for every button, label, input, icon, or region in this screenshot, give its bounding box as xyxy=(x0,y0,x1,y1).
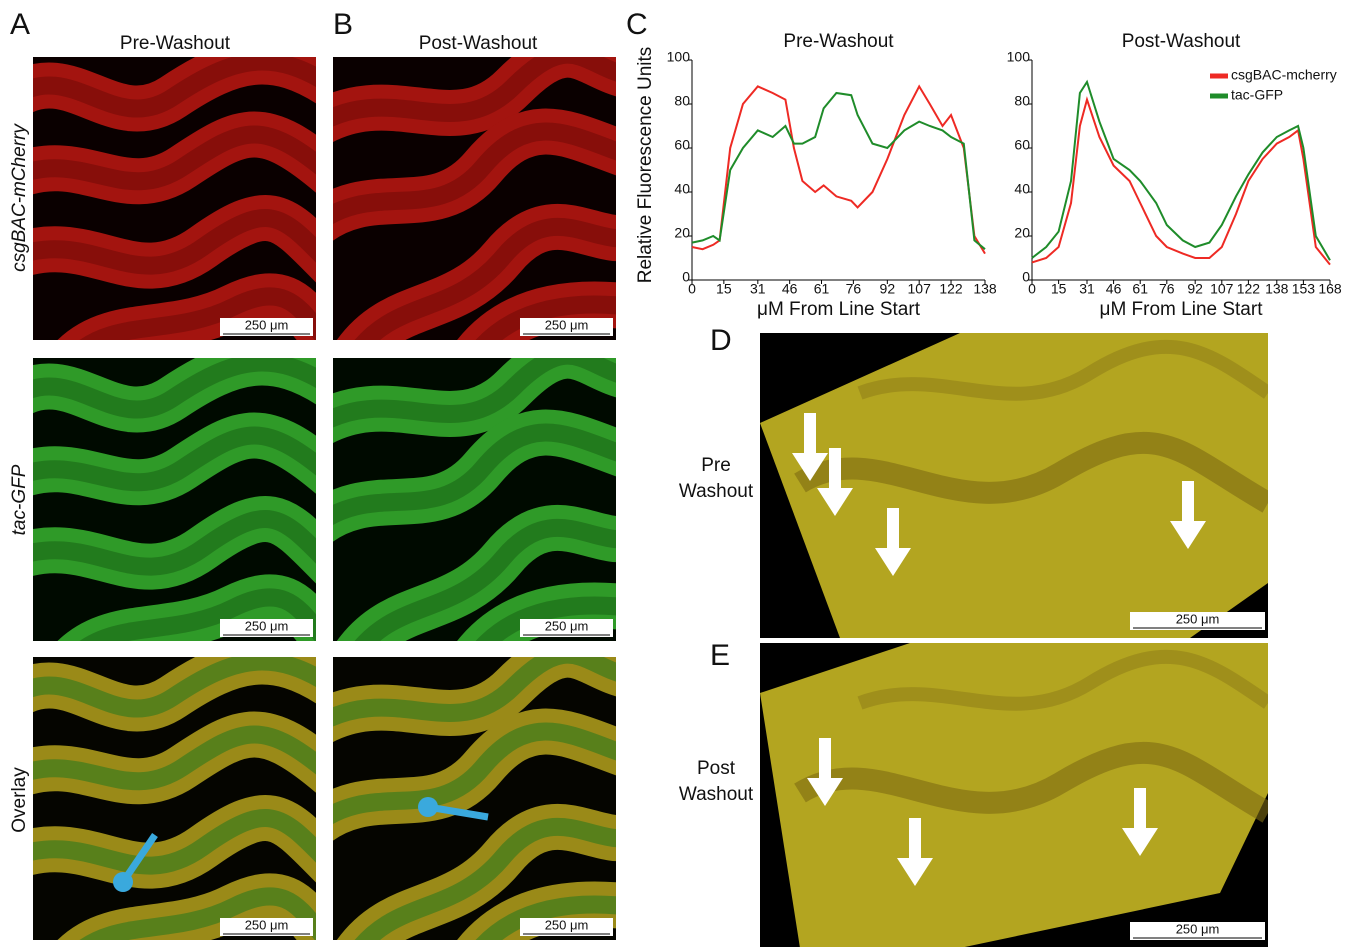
scale-bar-label: 250 μm xyxy=(1176,921,1220,936)
y-tick-label: 20 xyxy=(1014,225,1030,241)
micrograph-content xyxy=(313,655,633,947)
column-title: Post-Washout xyxy=(419,33,538,54)
chart-title: Pre-Washout xyxy=(783,31,894,52)
side-label: Post xyxy=(697,758,736,779)
x-tick-label: 92 xyxy=(880,281,896,297)
y-axis-label: Relative Fluorescence Units xyxy=(635,47,656,284)
y-tick-label: 100 xyxy=(667,49,691,65)
x-tick-label: 153 xyxy=(1292,281,1316,297)
panel-label: C xyxy=(626,8,648,41)
x-tick-label: 122 xyxy=(1237,281,1261,297)
legend-label: tac-GFP xyxy=(1231,87,1283,103)
x-tick-label: 76 xyxy=(1159,281,1175,297)
y-tick-label: 100 xyxy=(1007,49,1031,65)
panel-label: B xyxy=(333,8,353,41)
scale-bar-label: 250 μm xyxy=(545,618,589,633)
panel-label: A xyxy=(10,8,30,41)
column-title: Pre-Washout xyxy=(120,33,231,54)
y-tick-label: 80 xyxy=(1014,93,1030,109)
micrograph: 250 μm xyxy=(13,657,333,947)
y-tick-label: 40 xyxy=(674,181,690,197)
micrograph: 250 μm xyxy=(313,356,633,658)
row-label: csgBAC-mCherry xyxy=(9,123,30,272)
row-label: tac-GFP xyxy=(9,464,30,535)
x-axis-label: μM From Line Start xyxy=(1100,299,1264,320)
render-3d: 250 μm xyxy=(760,643,1268,947)
series-line xyxy=(692,86,985,253)
x-tick-label: 31 xyxy=(1079,281,1095,297)
x-tick-label: 61 xyxy=(814,281,830,297)
micrograph-content xyxy=(313,356,633,658)
y-tick-label: 40 xyxy=(1014,181,1030,197)
x-tick-label: 107 xyxy=(1210,281,1234,297)
x-axis-label: μM From Line Start xyxy=(757,299,921,320)
micrograph: 250 μm xyxy=(313,655,633,947)
panel-label: D xyxy=(710,324,732,357)
series-line xyxy=(692,93,985,249)
x-tick-label: 138 xyxy=(973,281,997,297)
x-tick-label: 46 xyxy=(782,281,798,297)
micrograph: 250 μm xyxy=(313,55,633,357)
figure: 250 μm 250 μm 250 μm 250 μm 250 μm 250 μm 250 … xyxy=(0,0,1361,947)
micrograph-content xyxy=(13,358,333,658)
render-content xyxy=(760,643,1268,947)
y-tick-label: 20 xyxy=(674,225,690,241)
micrograph: 250 μm xyxy=(13,358,333,658)
x-tick-label: 15 xyxy=(716,281,732,297)
x-tick-label: 138 xyxy=(1265,281,1289,297)
scale-bar-label: 250 μm xyxy=(545,917,589,932)
side-label: Pre xyxy=(701,455,731,476)
legend-label: csgBAC-mcherry xyxy=(1231,67,1337,83)
scale-bar-label: 250 μm xyxy=(245,917,289,932)
scale-bar-label: 250 μm xyxy=(245,618,289,633)
x-tick-label: 31 xyxy=(750,281,766,297)
panel-label: E xyxy=(710,639,730,672)
scale-bar-label: 250 μm xyxy=(245,317,289,332)
micrograph: 250 μm xyxy=(13,57,333,357)
line-scan-start xyxy=(113,872,133,892)
micrograph-content xyxy=(313,55,633,357)
scale-bar-label: 250 μm xyxy=(1176,611,1220,626)
micrograph-content xyxy=(13,57,333,357)
x-tick-label: 0 xyxy=(688,281,696,297)
side-label: Washout xyxy=(679,481,754,502)
x-tick-label: 15 xyxy=(1051,281,1067,297)
row-label: Overlay xyxy=(9,767,30,833)
render-content xyxy=(760,333,1268,638)
chart-title: Post-Washout xyxy=(1122,31,1241,52)
x-tick-label: 61 xyxy=(1132,281,1148,297)
x-tick-label: 107 xyxy=(908,281,932,297)
x-tick-label: 92 xyxy=(1187,281,1203,297)
x-tick-label: 168 xyxy=(1318,281,1342,297)
render-3d: 250 μm xyxy=(760,333,1268,638)
x-tick-label: 76 xyxy=(846,281,862,297)
x-tick-label: 0 xyxy=(1028,281,1036,297)
x-tick-label: 46 xyxy=(1106,281,1122,297)
micrograph-content xyxy=(13,657,333,947)
x-tick-label: 122 xyxy=(939,281,963,297)
y-tick-label: 60 xyxy=(1014,137,1030,153)
series-line xyxy=(1032,82,1330,260)
y-tick-label: 80 xyxy=(674,93,690,109)
scale-bar-label: 250 μm xyxy=(545,317,589,332)
side-label: Washout xyxy=(679,784,754,805)
y-tick-label: 60 xyxy=(674,137,690,153)
line-scan-start xyxy=(418,797,438,817)
